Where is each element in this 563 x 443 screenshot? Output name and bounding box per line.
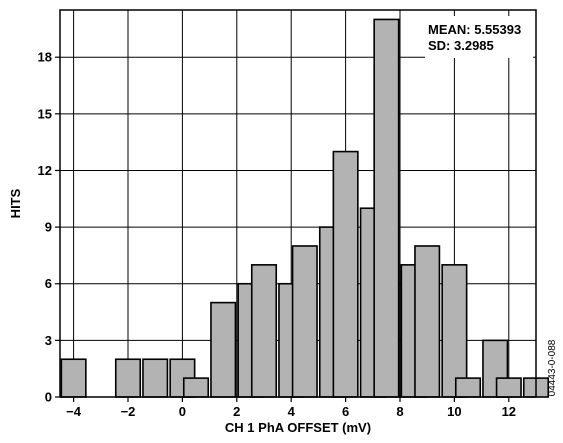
x-tick-label: 12: [502, 404, 516, 419]
y-tick-label: 18: [38, 50, 52, 65]
y-tick-label: 15: [38, 106, 52, 121]
bars: [60, 18, 550, 398]
x-tick-label: 6: [342, 404, 349, 419]
y-tick-label: 6: [45, 276, 52, 291]
x-tick-label: −2: [121, 404, 136, 419]
sd-label: SD: 3.2985: [428, 38, 494, 53]
x-tick-label: 2: [233, 404, 240, 419]
y-tick-label: 3: [45, 333, 52, 348]
x-tick-label: 10: [447, 404, 461, 419]
x-tick-label: 8: [396, 404, 403, 419]
histogram-bar: [291, 245, 318, 398]
plot-frame: [59, 9, 537, 398]
histogram-bar: [332, 150, 359, 398]
x-axis-title: CH 1 PhA OFFSET (mV): [225, 420, 371, 435]
histogram-bar: [414, 245, 441, 398]
histogram-bar: [210, 301, 237, 398]
x-tick-label: 0: [179, 404, 186, 419]
stats-box: [425, 16, 533, 58]
histogram-bar: [142, 358, 169, 398]
x-tick-label: 4: [288, 404, 296, 419]
x-axis-ticks: −4 −2 0 2 4 6 8 10 12: [66, 397, 516, 419]
mean-label: MEAN: 5.55393: [428, 22, 521, 37]
y-tick-label: 9: [45, 220, 52, 235]
histogram-bar: [60, 358, 87, 398]
x-tick-label: −4: [66, 404, 82, 419]
histogram-bar: [114, 358, 142, 398]
histogram-bar: [250, 264, 278, 398]
figure-code: 04443-0-088: [547, 339, 558, 396]
histogram-bar: [441, 264, 468, 398]
y-axis-ticks: 0 3 6 9 12 15 18: [38, 50, 60, 405]
histogram-bar: [495, 377, 522, 398]
histogram-bar: [373, 18, 400, 398]
histogram-bar: [182, 377, 210, 398]
histogram-bar: [454, 377, 482, 398]
y-tick-label: 12: [38, 163, 52, 178]
y-axis-title: HITS: [8, 188, 23, 218]
y-tick-label: 0: [45, 390, 52, 405]
